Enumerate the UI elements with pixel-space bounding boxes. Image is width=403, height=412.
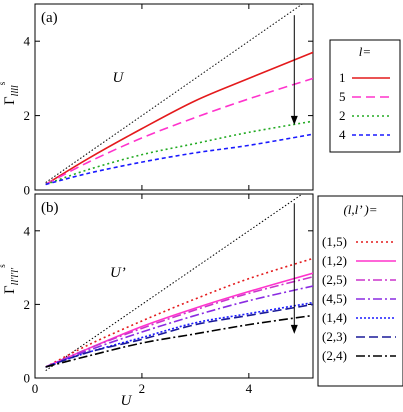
reference-line-label: U [112,70,124,86]
series-line-5 [45,303,313,368]
x-tick-label: 4 [246,381,253,396]
legend-label-5: (2,3) [322,329,347,344]
plot-area [45,194,313,372]
y-axis-label: Γlllls [0,81,21,105]
legend-title: l= [359,44,371,59]
series-line-3 [45,133,313,186]
y-tick-label: 4 [24,34,31,49]
legend-label-3: 4 [339,127,346,142]
legend-box [317,195,403,387]
y-tick-label: 0 [24,371,31,386]
plot-area [45,4,313,186]
series-line-6 [45,314,313,368]
plot-frame [34,3,314,191]
legend-title: (l,l’ )= [343,202,377,217]
series-line-3 [45,285,313,368]
series-line-2 [45,120,313,186]
trend-arrow-head [290,115,298,125]
x-axis-label: U [120,393,132,409]
panel-label: (a) [41,10,58,26]
panel-label: (b) [41,200,59,216]
chart-panel-b: 0 2 4 0 2 4 (b) Γll'l'l's U U’ (l,l’ )= (1,5) (1,2) (… [0,193,403,409]
y-tick-label: 0 [24,183,31,198]
chart-panel-a: 0 2 4 (a) Γlllls Ul= 1 5 2 4 [0,3,401,198]
legend-label-4: (1,4) [322,310,347,325]
series-line-1 [45,272,313,368]
y-tick-label: 2 [24,108,31,123]
y-axis-label: Γll'l'l's [0,264,21,294]
reference-line [45,194,304,372]
y-tick-label: 4 [24,223,31,238]
legend-label-3: (4,5) [322,291,347,306]
trend-arrow-head [290,324,298,334]
legend-label-0: (1,5) [322,234,347,249]
legend-label-6: (2,4) [322,348,347,363]
legend-label-2: (2,5) [322,272,347,287]
legend-label-0: 1 [339,70,346,85]
reference-line-label: U’ [110,265,126,281]
series-line-1 [45,77,313,186]
legend-box [329,39,401,153]
legend-label-2: 2 [339,108,346,123]
legend-label-1: (1,2) [322,253,347,268]
series-line-0 [45,51,313,186]
x-tick-label: 0 [32,381,39,396]
series-line-2 [45,276,313,368]
legend-label-1: 5 [339,89,346,104]
y-tick-label: 2 [24,297,31,312]
x-tick-label: 2 [139,381,146,396]
